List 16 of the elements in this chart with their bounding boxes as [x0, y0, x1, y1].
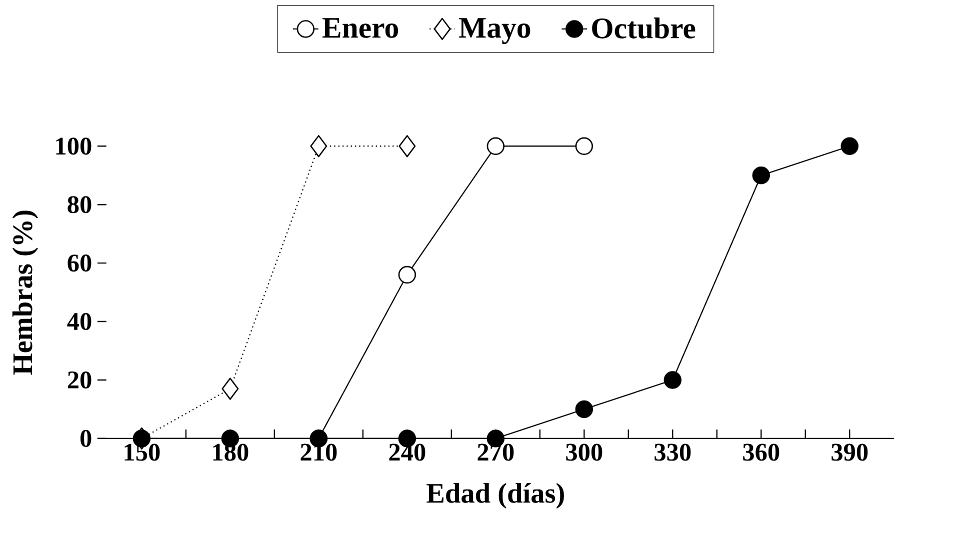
x-axis-title: Edad (días)	[426, 482, 564, 509]
x-tick-label: 240	[389, 444, 426, 461]
x-tick-label: 360	[743, 444, 780, 461]
y-axis-title: Hembras (%)	[12, 210, 38, 375]
y-tick-label: 20	[68, 371, 92, 389]
legend-label: Enero	[322, 18, 398, 38]
y-tick-label: 40	[67, 313, 92, 330]
x-tick-label: 300	[566, 444, 602, 461]
x-tick-label: 390	[832, 444, 868, 461]
legend-label: Octubre	[592, 18, 696, 39]
y-tick-label: 60	[68, 254, 92, 272]
y-tick-label: 80	[68, 196, 92, 214]
y-tick-label: 100	[56, 138, 92, 155]
y-tick-label: 0	[80, 430, 92, 448]
legend-label: Mayo	[459, 18, 530, 44]
x-tick-label: 330	[654, 444, 691, 461]
